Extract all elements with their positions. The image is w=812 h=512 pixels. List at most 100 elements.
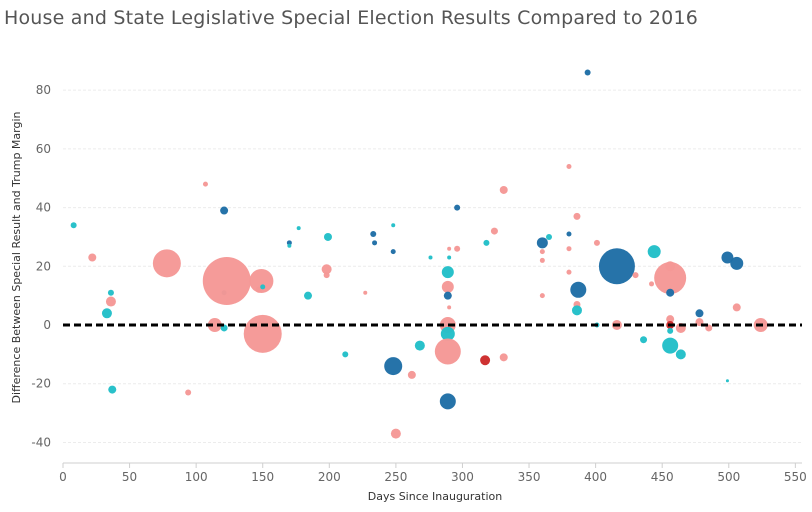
data-point bbox=[88, 253, 97, 262]
data-point bbox=[732, 303, 741, 312]
x-tick-label: 350 bbox=[518, 470, 541, 484]
data-point bbox=[443, 291, 452, 300]
data-point bbox=[566, 231, 572, 237]
data-point bbox=[287, 243, 292, 248]
x-tick-label: 150 bbox=[251, 470, 274, 484]
data-point bbox=[666, 315, 675, 324]
data-point bbox=[480, 355, 491, 366]
data-point bbox=[321, 264, 332, 275]
x-tick-label: 550 bbox=[784, 470, 807, 484]
y-tick-label: -40 bbox=[31, 435, 51, 449]
data-point bbox=[428, 255, 433, 260]
data-point bbox=[566, 269, 572, 275]
data-point bbox=[260, 284, 266, 290]
data-point bbox=[107, 289, 114, 296]
data-point bbox=[323, 232, 332, 241]
data-point bbox=[483, 239, 490, 246]
y-axis-ticks: -40 -20 0 20 40 60 80 bbox=[31, 83, 51, 449]
y-tick-label: 80 bbox=[36, 83, 51, 97]
y-tick-label: 60 bbox=[36, 142, 51, 156]
data-point bbox=[434, 338, 461, 365]
data-point bbox=[363, 290, 368, 295]
data-point bbox=[721, 251, 734, 264]
data-point bbox=[249, 268, 274, 293]
data-point bbox=[662, 337, 679, 354]
data-point bbox=[286, 240, 292, 246]
data-point bbox=[695, 309, 704, 318]
data-point bbox=[101, 308, 112, 319]
y-tick-label: -20 bbox=[31, 377, 51, 391]
data-point bbox=[584, 69, 591, 76]
data-point bbox=[725, 379, 729, 383]
data-point bbox=[539, 257, 545, 263]
data-point bbox=[439, 393, 456, 410]
data-point bbox=[454, 245, 461, 252]
data-point bbox=[372, 240, 378, 246]
data-point bbox=[447, 305, 452, 310]
data-point bbox=[441, 266, 454, 279]
data-point bbox=[573, 212, 581, 220]
data-point bbox=[566, 246, 572, 252]
data-point bbox=[440, 326, 455, 341]
data-point bbox=[342, 351, 349, 358]
x-tick-label: 200 bbox=[318, 470, 341, 484]
y-tick-label: 40 bbox=[36, 201, 51, 215]
x-tick-label: 300 bbox=[451, 470, 474, 484]
x-axis-ticks: 0 50 100 150 200 250 300 350 400 450 500 550 bbox=[59, 463, 807, 484]
data-point bbox=[570, 281, 587, 298]
data-point bbox=[370, 231, 377, 238]
y-axis-label: Difference Between Special Result and Tr… bbox=[10, 111, 23, 403]
data-point bbox=[539, 293, 545, 299]
y-tick-label: 0 bbox=[43, 318, 51, 332]
x-tick-label: 400 bbox=[584, 470, 607, 484]
data-point bbox=[667, 327, 674, 334]
data-point bbox=[566, 163, 572, 169]
data-point bbox=[666, 288, 675, 297]
data-point bbox=[675, 349, 686, 360]
data-point bbox=[391, 223, 396, 228]
data-point bbox=[304, 291, 313, 300]
data-point bbox=[499, 185, 508, 194]
data-point bbox=[441, 280, 454, 293]
data-point bbox=[185, 389, 192, 396]
data-point bbox=[598, 248, 635, 285]
data-point bbox=[407, 370, 416, 379]
data-point bbox=[296, 226, 301, 231]
data-point bbox=[649, 281, 655, 287]
data-point bbox=[243, 314, 282, 353]
data-point bbox=[414, 340, 425, 351]
data-point bbox=[152, 249, 181, 278]
data-point bbox=[571, 305, 582, 316]
data-point bbox=[546, 233, 553, 240]
data-point bbox=[207, 318, 222, 333]
x-tick-label: 450 bbox=[651, 470, 674, 484]
data-point bbox=[220, 206, 229, 215]
data-point bbox=[730, 256, 744, 270]
data-point bbox=[632, 272, 639, 279]
data-point bbox=[647, 245, 661, 259]
y-tick-label: 20 bbox=[36, 259, 51, 273]
x-tick-label: 100 bbox=[185, 470, 208, 484]
data-point bbox=[539, 249, 545, 255]
data-point bbox=[640, 336, 648, 344]
data-point bbox=[202, 256, 251, 305]
data-point bbox=[654, 262, 687, 295]
x-tick-label: 50 bbox=[122, 470, 137, 484]
data-point bbox=[108, 385, 117, 394]
x-tick-label: 0 bbox=[59, 470, 67, 484]
data-point bbox=[384, 357, 403, 376]
x-tick-label: 500 bbox=[717, 470, 740, 484]
data-point bbox=[447, 255, 452, 260]
data-point bbox=[70, 222, 77, 229]
data-point bbox=[593, 239, 600, 246]
x-axis-label: Days Since Inauguration bbox=[368, 490, 503, 503]
chart-title: House and State Legislative Special Elec… bbox=[4, 7, 699, 29]
data-point bbox=[536, 237, 548, 249]
data-point bbox=[499, 353, 508, 362]
x-tick-label: 250 bbox=[384, 470, 407, 484]
data-point bbox=[447, 246, 452, 251]
data-point bbox=[454, 204, 461, 211]
data-point bbox=[390, 249, 396, 255]
